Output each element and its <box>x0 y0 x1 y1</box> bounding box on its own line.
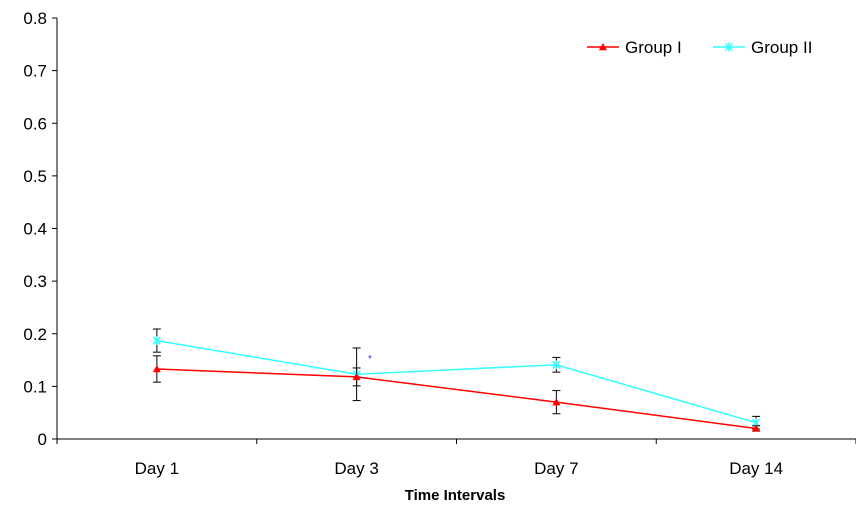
legend-item: Group II <box>713 38 812 57</box>
legend-item: Group I <box>587 38 682 57</box>
data-point <box>724 42 734 52</box>
y-tick-label: 0.3 <box>23 272 47 291</box>
x-axis-title: Time Intervals <box>405 487 506 504</box>
data-point <box>599 43 607 51</box>
series-group-ii <box>152 328 761 430</box>
y-tick-label: 0.2 <box>23 325 47 344</box>
y-tick-label: 0.6 <box>23 114 47 133</box>
x-tick-label: Day 14 <box>729 459 783 478</box>
data-point <box>552 360 561 370</box>
series-layer <box>152 328 761 432</box>
y-axis: 0 0.1 0.2 0.3 0.4 0.5 0.6 0.7 0.8 <box>23 9 58 449</box>
legend-label: Group I <box>625 38 682 57</box>
x-tick-label: Day 7 <box>534 459 578 478</box>
y-tick-label: 0.7 <box>23 62 47 81</box>
series-line <box>156 368 757 430</box>
y-tick-label: 0.4 <box>23 220 47 239</box>
data-point <box>752 424 761 432</box>
y-tick-label: 0.1 <box>23 377 47 396</box>
series-line <box>156 339 757 424</box>
x-tick-label: Day 3 <box>334 459 378 478</box>
data-point <box>552 398 561 406</box>
y-tick-label: 0.8 <box>23 9 47 28</box>
y-tick-label: 0.5 <box>23 167 47 186</box>
series-group-i <box>152 355 761 432</box>
data-point <box>152 365 161 373</box>
x-tick-label: Day 1 <box>135 459 179 478</box>
data-point <box>152 336 161 346</box>
x-axis: Day 1 Day 3 Day 7 Day 14 <box>56 438 856 478</box>
legend: Group I Group II <box>587 38 812 57</box>
significance-annotation: * <box>368 354 372 365</box>
y-tick-label: 0 <box>38 430 47 449</box>
data-point <box>352 372 361 381</box>
legend-label: Group II <box>751 38 812 57</box>
